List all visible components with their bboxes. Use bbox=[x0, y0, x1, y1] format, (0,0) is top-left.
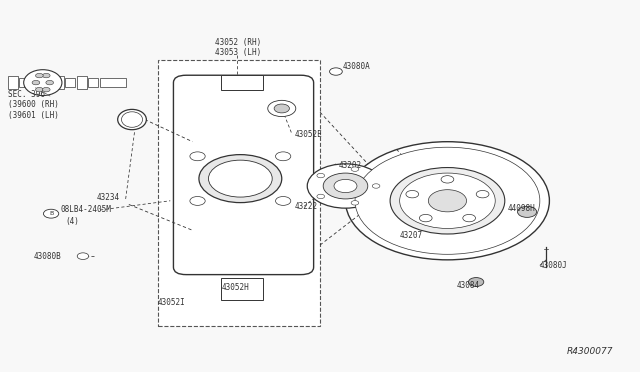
Text: 44098H: 44098H bbox=[508, 203, 536, 213]
Text: 43052 (RH)
43053 (LH): 43052 (RH) 43053 (LH) bbox=[215, 38, 261, 57]
Bar bbox=[100, 78, 125, 87]
Circle shape bbox=[42, 73, 50, 78]
Circle shape bbox=[275, 152, 291, 161]
Bar bbox=[54, 76, 64, 89]
Circle shape bbox=[355, 147, 540, 254]
Text: 08LB4-2405M: 08LB4-2405M bbox=[61, 205, 111, 215]
Circle shape bbox=[36, 73, 43, 78]
Circle shape bbox=[330, 68, 342, 75]
Circle shape bbox=[307, 164, 384, 208]
Circle shape bbox=[274, 104, 289, 113]
Text: 43080A: 43080A bbox=[342, 61, 370, 71]
Circle shape bbox=[518, 206, 537, 217]
Circle shape bbox=[428, 190, 467, 212]
Circle shape bbox=[346, 142, 549, 260]
Bar bbox=[221, 278, 262, 301]
Circle shape bbox=[317, 194, 324, 199]
Circle shape bbox=[77, 253, 89, 260]
Text: SEC. 396
(39600 (RH)
(39601 (LH): SEC. 396 (39600 (RH) (39601 (LH) bbox=[8, 90, 59, 120]
Text: 43207: 43207 bbox=[399, 231, 423, 240]
Circle shape bbox=[372, 184, 380, 188]
Circle shape bbox=[419, 214, 432, 222]
Ellipse shape bbox=[118, 109, 147, 130]
Circle shape bbox=[476, 190, 489, 198]
Circle shape bbox=[317, 173, 324, 178]
Bar bbox=[77, 76, 87, 89]
Circle shape bbox=[390, 167, 505, 234]
Text: 43084: 43084 bbox=[457, 281, 480, 290]
Text: B: B bbox=[49, 211, 53, 216]
Bar bbox=[31, 76, 41, 89]
Text: 43234: 43234 bbox=[97, 193, 120, 202]
Circle shape bbox=[46, 80, 54, 85]
Circle shape bbox=[32, 80, 40, 85]
Text: 43080J: 43080J bbox=[540, 261, 568, 270]
Text: 43222: 43222 bbox=[294, 202, 317, 211]
Circle shape bbox=[209, 160, 272, 197]
Text: 43052H: 43052H bbox=[221, 283, 249, 292]
Circle shape bbox=[42, 87, 50, 92]
Circle shape bbox=[268, 100, 296, 116]
Circle shape bbox=[323, 173, 368, 199]
Circle shape bbox=[44, 209, 59, 218]
Circle shape bbox=[406, 190, 419, 198]
Circle shape bbox=[441, 176, 454, 183]
Ellipse shape bbox=[122, 112, 143, 127]
Circle shape bbox=[351, 201, 359, 205]
Text: 43052I: 43052I bbox=[157, 298, 185, 307]
Bar bbox=[42, 78, 52, 87]
Text: 43202: 43202 bbox=[339, 161, 362, 170]
Circle shape bbox=[468, 278, 484, 286]
Ellipse shape bbox=[24, 70, 62, 96]
Bar bbox=[19, 78, 29, 87]
Circle shape bbox=[190, 152, 205, 161]
Bar bbox=[8, 76, 18, 89]
Circle shape bbox=[463, 214, 476, 222]
Bar bbox=[221, 75, 262, 90]
Text: (4): (4) bbox=[65, 217, 79, 225]
Bar bbox=[65, 78, 76, 87]
Circle shape bbox=[351, 167, 359, 171]
Circle shape bbox=[275, 196, 291, 205]
FancyBboxPatch shape bbox=[157, 61, 320, 326]
Text: 43052E: 43052E bbox=[294, 130, 323, 139]
FancyBboxPatch shape bbox=[173, 75, 314, 275]
Circle shape bbox=[199, 155, 282, 203]
Text: 43080B: 43080B bbox=[33, 251, 61, 261]
Bar bbox=[88, 78, 99, 87]
Circle shape bbox=[399, 173, 495, 228]
Circle shape bbox=[36, 87, 43, 92]
Text: R4300077: R4300077 bbox=[566, 347, 613, 356]
Circle shape bbox=[334, 179, 357, 193]
Circle shape bbox=[190, 196, 205, 205]
